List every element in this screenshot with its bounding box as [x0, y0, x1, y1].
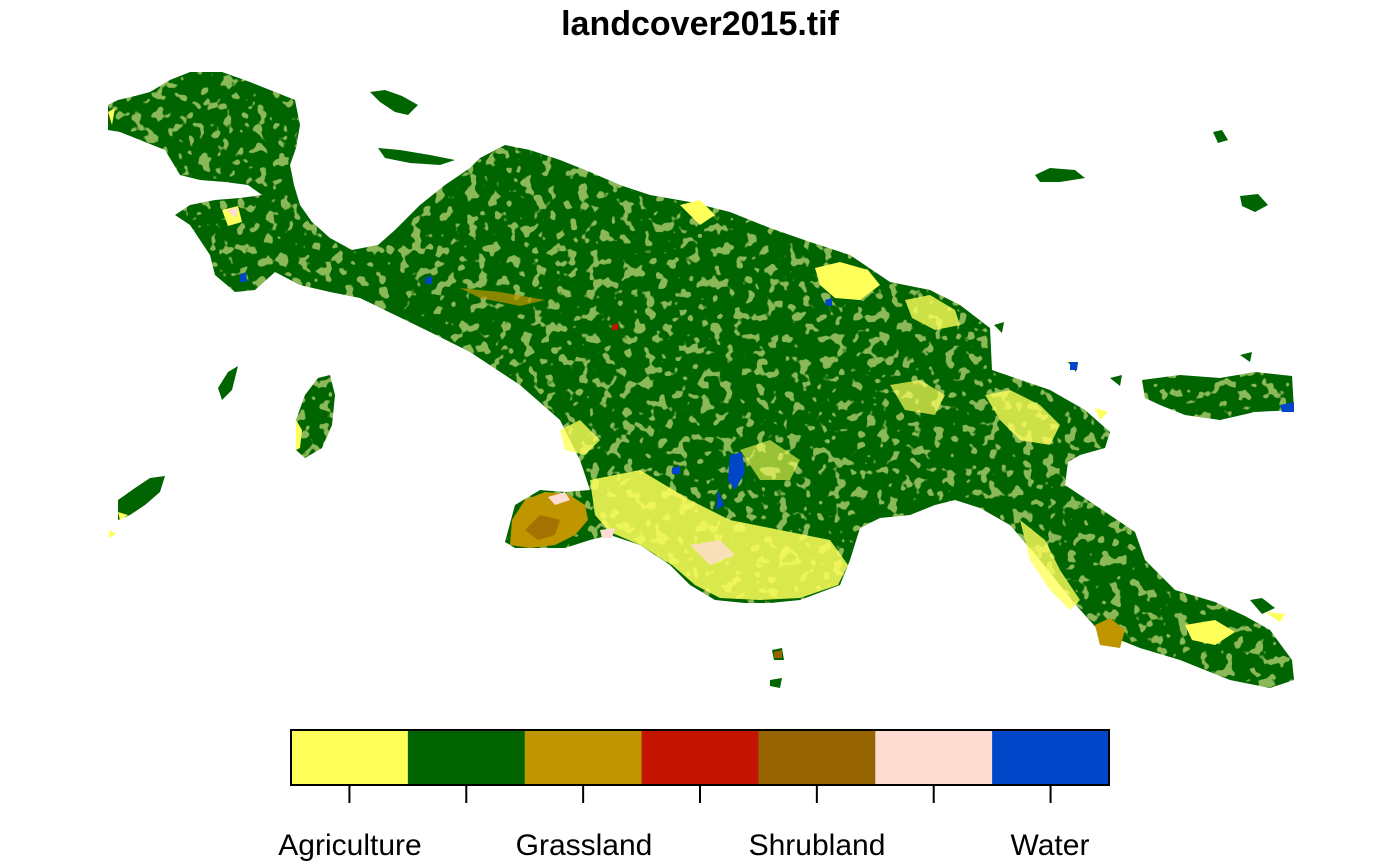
legend-swatches [291, 730, 1110, 785]
legend-swatch [641, 730, 759, 785]
legend-swatch [407, 730, 526, 785]
legend-label-agriculture: Agriculture [278, 829, 421, 862]
legend-swatch [875, 730, 993, 785]
legend-label-water: Water [1011, 829, 1090, 862]
legend-ticks [348, 785, 1052, 803]
legend-label-grassland: Grassland [516, 829, 653, 862]
legend-swatch [524, 730, 643, 785]
legend-label-shrubland: Shrubland [749, 829, 886, 862]
land-cover-map [108, 72, 1294, 688]
grassland-patch [226, 208, 1125, 658]
legend-swatch [992, 730, 1110, 785]
map-title: landcover2015.tif [561, 5, 839, 43]
legend-swatch [291, 730, 409, 785]
agriculture-patches [108, 108, 1285, 645]
water-features [240, 272, 1294, 510]
legend-swatch [758, 730, 876, 785]
